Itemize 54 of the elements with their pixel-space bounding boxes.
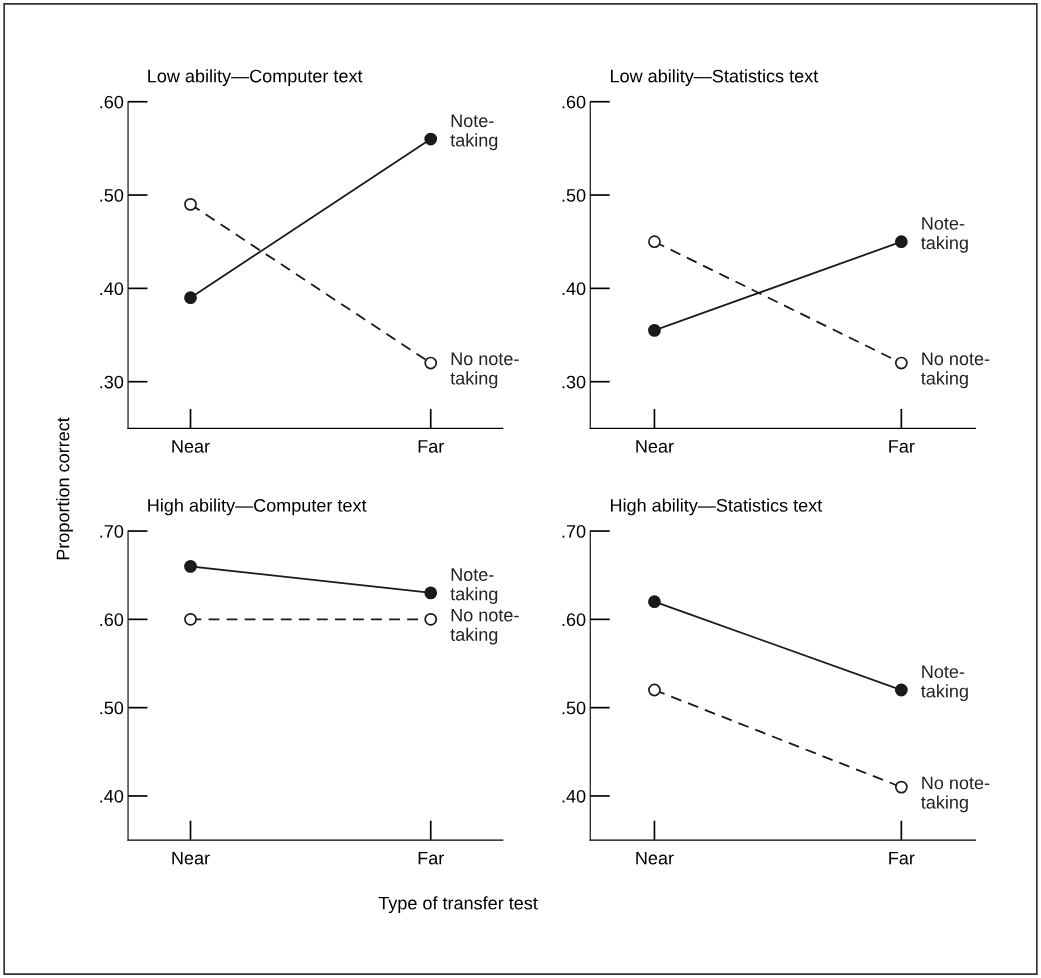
point [184,559,197,573]
x-tick-label: Far [889,440,915,453]
y-axis-title: Proportion correct [56,417,73,560]
y-tick-label: .40 [100,282,124,296]
point [648,595,661,609]
series-label: No note- taking [921,776,990,813]
x-axis-title: Type of transfer test [378,896,538,914]
y-tick-label: .70 [100,524,124,538]
point [894,235,908,249]
point [894,683,908,697]
point [424,612,438,626]
series-label: Note- taking [450,114,498,151]
point [184,612,197,626]
y-tick-label: .40 [562,282,586,296]
x-tick-label: Far [418,851,444,865]
y-tick-label: .60 [562,613,586,627]
series-label: No note- taking [450,608,519,645]
series-label: No note- taking [450,352,519,389]
y-tick-label: .50 [100,701,124,715]
y-tick-label: .60 [100,613,124,627]
y-tick-label: .40 [562,789,586,803]
x-tick-label: Far [889,851,915,865]
y-tick-label: .40 [100,789,124,803]
chart-title: Low ability—Statistics text [610,69,819,87]
chart-title: Low ability—Computer text [148,69,363,87]
x-tick-label: Near [172,440,210,453]
x-tick-label: Far [418,440,444,453]
point [894,780,908,794]
y-tick-label: .70 [562,524,586,538]
point [894,356,908,370]
y-tick-label: .50 [562,188,586,202]
series-label: Note- taking [450,568,498,604]
point [648,235,661,249]
y-tick-label: .30 [100,375,124,389]
point [424,586,438,600]
x-tick-label: Near [636,851,674,865]
series-label: Note- taking [921,217,968,253]
chart-title: High ability—Statistics text [610,498,823,516]
point [648,323,661,337]
point [184,291,197,305]
y-tick-label: .30 [562,375,586,389]
y-tick-label: .50 [100,188,124,202]
y-tick-label: .60 [562,95,586,109]
x-tick-label: Near [636,440,674,453]
y-tick-label: .50 [562,701,586,715]
point [424,356,438,370]
series-label: Note- taking [921,665,968,702]
series-label: No note- taking [921,352,990,389]
chart-title: High ability—Computer text [148,498,367,516]
point [648,683,661,697]
y-tick-label: .60 [100,95,124,109]
x-tick-label: Near [172,851,210,865]
point [184,197,197,211]
point [424,132,438,146]
